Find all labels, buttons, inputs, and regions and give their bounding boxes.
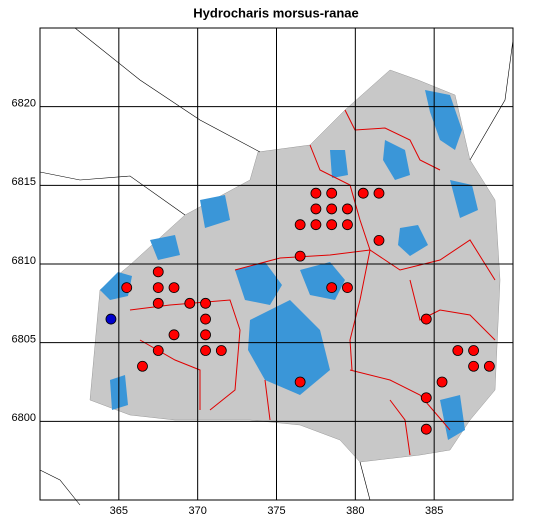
point xyxy=(420,392,432,404)
point xyxy=(310,203,322,215)
x-tick-label: 370 xyxy=(188,505,206,517)
point xyxy=(152,266,164,278)
point xyxy=(420,423,432,435)
point xyxy=(200,329,211,341)
point xyxy=(373,187,385,199)
point xyxy=(420,313,432,325)
point xyxy=(152,282,164,294)
point xyxy=(342,203,353,215)
x-tick-label: 375 xyxy=(267,505,285,517)
point xyxy=(168,329,180,341)
point xyxy=(436,376,448,388)
x-tick-label: 380 xyxy=(346,505,364,517)
point xyxy=(468,360,479,372)
point xyxy=(200,345,211,356)
point xyxy=(184,297,196,309)
x-tick-label: 365 xyxy=(110,505,128,517)
point xyxy=(200,313,211,325)
point xyxy=(294,376,306,388)
point xyxy=(152,297,164,309)
point xyxy=(137,360,148,372)
y-tick-label: 6805 xyxy=(12,334,36,346)
y-tick-label: 6800 xyxy=(12,412,36,424)
point xyxy=(200,297,211,309)
point xyxy=(105,313,117,325)
point xyxy=(215,345,227,356)
y-tick-label: 6820 xyxy=(12,98,36,110)
point xyxy=(483,360,495,372)
point xyxy=(452,345,464,356)
point xyxy=(121,282,133,294)
map-background xyxy=(39,27,514,506)
point xyxy=(326,282,338,294)
point xyxy=(468,345,479,356)
point xyxy=(168,282,180,294)
chart-title: Hydrocharis morsus-ranae xyxy=(193,5,358,20)
point xyxy=(342,282,353,294)
point xyxy=(294,250,306,262)
point xyxy=(152,345,164,356)
point xyxy=(326,187,338,199)
point xyxy=(342,219,353,231)
point xyxy=(326,203,338,215)
point xyxy=(310,219,322,231)
point xyxy=(310,187,322,199)
y-tick-label: 6815 xyxy=(12,176,36,188)
point xyxy=(294,219,306,231)
point xyxy=(357,187,369,199)
x-tick-label: 385 xyxy=(425,505,443,517)
point xyxy=(373,234,385,246)
point xyxy=(326,219,338,231)
y-tick-label: 6810 xyxy=(12,255,36,267)
